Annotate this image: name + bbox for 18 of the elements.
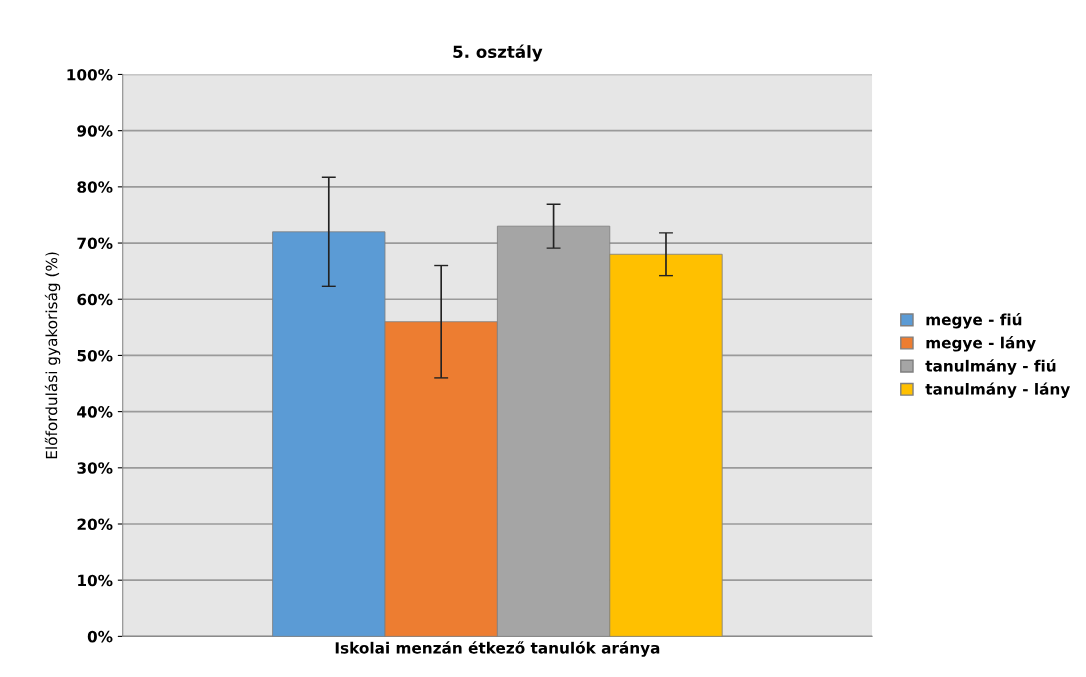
x-tick-label: Iskolai menzán étkező tanulók aránya bbox=[335, 641, 660, 657]
legend-label: megye - fiú bbox=[926, 312, 1022, 329]
y-tick-label: 60% bbox=[77, 293, 113, 306]
y-tick-label: 20% bbox=[77, 518, 113, 531]
legend-label: tanulmány - fiú bbox=[925, 359, 1056, 375]
y-tick-label: 80% bbox=[77, 181, 113, 193]
legend-label: tanulmány - lány bbox=[925, 382, 1070, 398]
y-tick-label: 30% bbox=[77, 462, 113, 474]
y-tick-label: 0% bbox=[87, 630, 113, 643]
chart-title: 5. osztály bbox=[453, 44, 543, 62]
y-tick-label: 90% bbox=[77, 125, 113, 137]
y-tick-label: 40% bbox=[77, 406, 113, 418]
y-tick-label: 100% bbox=[67, 68, 113, 81]
y-tick-label: 70% bbox=[77, 237, 113, 250]
y-tick-label: 50% bbox=[77, 349, 113, 362]
y-axis-title: Előfordulási gyakoriság (%) bbox=[44, 252, 61, 459]
y-tick-label: 10% bbox=[78, 574, 113, 587]
legend-label: megye - lány bbox=[926, 336, 1036, 352]
